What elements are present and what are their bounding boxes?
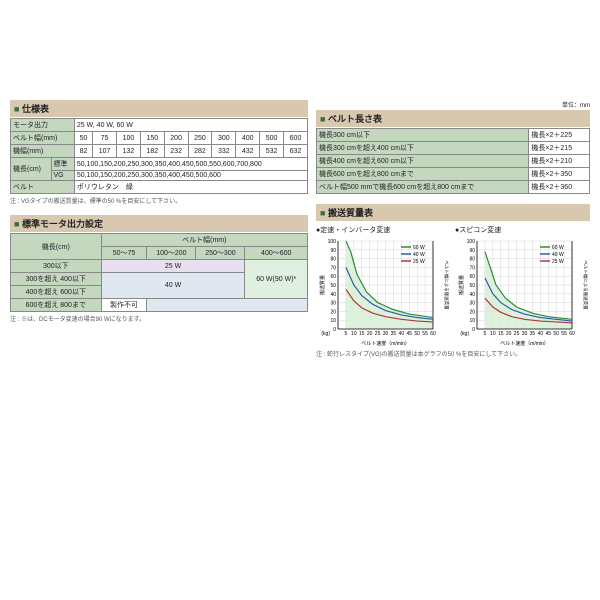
belt-table: 機長300 cm以下機長×2＋225機長300 cmを超え400 cm以下機長×…	[316, 128, 590, 194]
svg-text:30: 30	[522, 331, 528, 337]
svg-text:ベルト速度（m/min）: ベルト速度（m/min）	[500, 340, 549, 347]
svg-text:60 W: 60 W	[413, 245, 425, 251]
spec-header: 仕様表	[10, 100, 308, 117]
svg-text:25 W: 25 W	[413, 259, 425, 265]
svg-text:20: 20	[367, 331, 373, 337]
svg-text:45: 45	[545, 331, 551, 337]
svg-text:25: 25	[375, 331, 381, 337]
svg-text:80: 80	[469, 257, 475, 263]
svg-text:40: 40	[330, 292, 336, 298]
svg-text:0: 0	[472, 327, 475, 333]
svg-text:30: 30	[469, 301, 475, 307]
svg-text:20: 20	[506, 331, 512, 337]
spec-table: モータ出力25 W, 40 W, 60 Wベルト幅(mm)50751001502…	[10, 118, 308, 194]
charts-header: 搬送質量表	[316, 204, 590, 221]
svg-text:50: 50	[469, 283, 475, 289]
svg-text:15: 15	[498, 331, 504, 337]
motor-note: 注 : ※は、DCモータ変速の場合90 Wになります。	[10, 314, 308, 323]
svg-text:100: 100	[328, 239, 337, 245]
svg-text:80: 80	[330, 257, 336, 263]
svg-text:10: 10	[330, 318, 336, 324]
svg-text:50: 50	[553, 331, 559, 337]
svg-text:60: 60	[469, 274, 475, 280]
svg-text:10: 10	[490, 331, 496, 337]
charts-note: 注 : 蛇行レスタイプ(VG)の搬送質量は本グラフの50 %を目安にして下さい。	[316, 349, 590, 358]
svg-text:55: 55	[422, 331, 428, 337]
svg-text:90: 90	[469, 248, 475, 254]
svg-text:40: 40	[399, 331, 405, 337]
svg-text:90: 90	[330, 248, 336, 254]
svg-text:60 W: 60 W	[552, 245, 564, 251]
motor-table: 機長(cm) ベルト幅(mm) 50～75100～200250～300400～6…	[10, 233, 308, 312]
svg-text:100: 100	[467, 239, 476, 245]
svg-text:30: 30	[330, 301, 336, 307]
svg-text:60: 60	[569, 331, 575, 337]
svg-text:(kg): (kg)	[460, 331, 469, 337]
svg-text:55: 55	[561, 331, 567, 337]
svg-text:20: 20	[330, 309, 336, 315]
svg-text:70: 70	[330, 265, 336, 271]
spec-note: 注 : VGタイプの搬送質量は、標準の50 %を目安にして下さい。	[10, 196, 308, 205]
svg-text:30: 30	[383, 331, 389, 337]
svg-text:70: 70	[469, 265, 475, 271]
svg-text:10: 10	[351, 331, 357, 337]
svg-text:60: 60	[430, 331, 436, 337]
svg-text:40: 40	[469, 292, 475, 298]
svg-text:35: 35	[530, 331, 536, 337]
svg-text:50: 50	[330, 283, 336, 289]
svg-text:15: 15	[359, 331, 365, 337]
svg-text:搬送質量: 搬送質量	[458, 275, 465, 295]
svg-text:ベルト速度（m/min）: ベルト速度（m/min）	[361, 340, 410, 347]
svg-text:ベルト幅による搬送質量: ベルト幅による搬送質量	[443, 260, 450, 310]
motor-row-hdr: 機長(cm)	[11, 234, 102, 260]
belt-unit: 単位：mm	[316, 100, 590, 109]
svg-text:(kg): (kg)	[321, 331, 330, 337]
svg-text:25: 25	[514, 331, 520, 337]
svg-text:ベルト幅による搬送質量: ベルト幅による搬送質量	[582, 260, 589, 310]
belt-header: ベルト長さ表	[316, 110, 590, 127]
motor-col-hdr: ベルト幅(mm)	[101, 234, 307, 247]
svg-text:10: 10	[469, 318, 475, 324]
chart-1: 定速・インバータ変速 01020304050607080901005101520…	[316, 225, 451, 347]
svg-text:40 W: 40 W	[552, 252, 564, 258]
svg-text:0: 0	[333, 327, 336, 333]
svg-text:45: 45	[406, 331, 412, 337]
chart-2: スピコン変速 010203040506070809010051015202530…	[455, 225, 590, 347]
svg-text:35: 35	[391, 331, 397, 337]
svg-text:5: 5	[484, 331, 487, 337]
svg-text:20: 20	[469, 309, 475, 315]
svg-text:60: 60	[330, 274, 336, 280]
svg-text:50: 50	[414, 331, 420, 337]
svg-text:5: 5	[345, 331, 348, 337]
motor-header: 標準モータ出力設定	[10, 215, 308, 232]
svg-text:搬送質量: 搬送質量	[319, 275, 326, 295]
svg-text:40: 40	[538, 331, 544, 337]
svg-text:40 W: 40 W	[413, 252, 425, 258]
svg-text:25 W: 25 W	[552, 259, 564, 265]
